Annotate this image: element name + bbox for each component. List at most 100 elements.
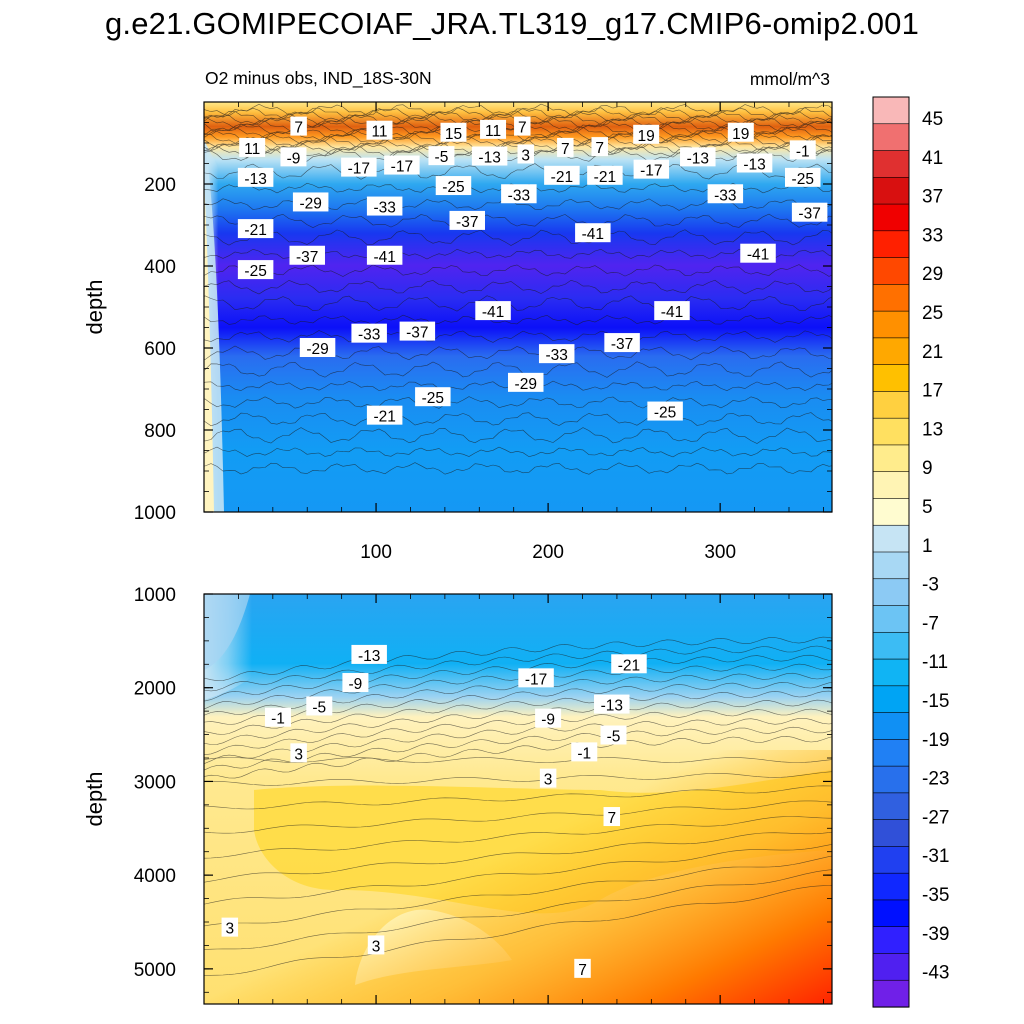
contour-label: -13 [237, 167, 274, 188]
contour-label-box [367, 935, 385, 955]
contour-line [204, 654, 832, 702]
contour-label-box [647, 401, 683, 421]
contour-label-text: 7 [578, 962, 587, 979]
contour-label-box [239, 137, 266, 157]
contour-line [204, 636, 832, 682]
contour-label: -33 [501, 184, 537, 204]
contour-label-box [289, 245, 325, 265]
contour-label: 15 [440, 122, 467, 143]
contour-label: -41 [654, 301, 690, 321]
colorbar-label: 9 [922, 458, 933, 479]
contour-line [204, 708, 832, 756]
contour-line [204, 735, 832, 779]
contour-line [204, 295, 832, 312]
contour-label-box [480, 119, 507, 139]
colorbar-segment [872, 471, 910, 500]
contour-line [204, 106, 832, 120]
contour-line [204, 699, 832, 745]
contour-label-box [514, 116, 531, 136]
contour-label-text: -41 [373, 249, 395, 266]
contour-label: -37 [289, 245, 325, 266]
colorbar-segment [872, 310, 910, 339]
contour-label-text: -1 [577, 745, 591, 762]
contour-label-box [471, 146, 508, 166]
contour-label-text: -5 [607, 729, 621, 746]
contour-label: -17 [518, 668, 554, 688]
contour-label: 7 [557, 137, 574, 158]
contour-label: 19 [727, 122, 754, 143]
colorbar-frame [872, 96, 910, 1008]
contour-label-box [587, 165, 623, 185]
contour-label-text: -41 [747, 247, 769, 264]
contour-label-text: -13 [478, 150, 500, 167]
colorbar-label: -27 [922, 807, 949, 828]
contour-label-text: 3 [294, 746, 303, 763]
colorbar-segment [872, 364, 910, 393]
colorbar-label: 37 [922, 187, 943, 208]
contour-label: -41 [740, 243, 776, 264]
contour-line [204, 427, 832, 444]
contour-label-box [517, 144, 534, 164]
colorbar-label: 21 [922, 342, 943, 363]
colorbar-segment [872, 926, 910, 955]
colorbar-segment [872, 979, 910, 1008]
contour-label: -33 [351, 323, 387, 344]
contour-label: -37 [604, 333, 640, 353]
contour-label: 11 [239, 137, 266, 158]
x-tick-label: 100 [360, 542, 392, 563]
contour-label: -29 [507, 372, 544, 393]
colorbar-segment [872, 846, 910, 874]
colorbar-label: 13 [922, 419, 943, 440]
contour-label-text: -21 [244, 222, 266, 239]
contour-label-box [290, 116, 307, 136]
contour-line [204, 330, 832, 343]
contour-label: -1 [264, 707, 291, 728]
contour-label-box [299, 338, 336, 357]
colorbar-segment [872, 524, 910, 553]
contour-line [204, 314, 832, 326]
lower-y-axis: 1000 2000 3000 4000 5000 [134, 585, 832, 993]
contour-line [204, 672, 832, 716]
contour-label: -41 [575, 223, 611, 243]
contour-label: -21 [366, 405, 403, 426]
lower-ylabel: depth [82, 771, 107, 826]
colorbar-label: -39 [922, 924, 949, 945]
panel-upper: O2 minus obs, IND_18S-30N mmol/m^3 depth… [82, 68, 833, 563]
contour-label: 7 [574, 958, 591, 979]
colorbar-segment [872, 953, 910, 981]
contour-label-box [535, 708, 562, 728]
contour-label-text: -41 [482, 304, 504, 321]
contour-label: 11 [480, 119, 507, 140]
upper-contour-fill [204, 102, 832, 512]
contour-label: 3 [367, 935, 385, 955]
contour-label: 11 [366, 120, 393, 141]
contour-label-box [539, 768, 557, 788]
colorbar-segment [872, 337, 910, 366]
contour-label-box [384, 155, 420, 175]
contour-label-box [789, 140, 816, 160]
colorbar-segment [872, 765, 910, 794]
y-tick-label: 1000 [134, 503, 176, 524]
contour-label-text: -33 [508, 187, 530, 204]
contour-label: -21 [544, 165, 580, 186]
contour-label-box [575, 223, 611, 243]
colorbar-label: 33 [922, 225, 943, 246]
contour-label-box [366, 245, 403, 265]
upper-y-axis: 200 400 600 800 1000 [134, 101, 832, 524]
contour-label: -21 [611, 654, 647, 674]
contour-label: 7 [591, 137, 608, 157]
contour-label: -25 [435, 176, 472, 196]
contour-label-box [399, 321, 436, 341]
lower-x-axis [238, 594, 824, 1004]
colorbar-label: -15 [922, 691, 949, 712]
contour-label-text: 7 [607, 810, 616, 827]
contour-label-box [366, 120, 393, 140]
colorbar-label: -35 [922, 885, 949, 906]
contour-line [204, 229, 832, 246]
contour-label-box [449, 210, 485, 230]
colorbar-label: 5 [922, 497, 933, 518]
contour-label-box [306, 696, 333, 716]
contour-label-box [791, 202, 828, 222]
contour-label-text: -21 [618, 657, 640, 674]
contour-label: -17 [341, 157, 377, 178]
